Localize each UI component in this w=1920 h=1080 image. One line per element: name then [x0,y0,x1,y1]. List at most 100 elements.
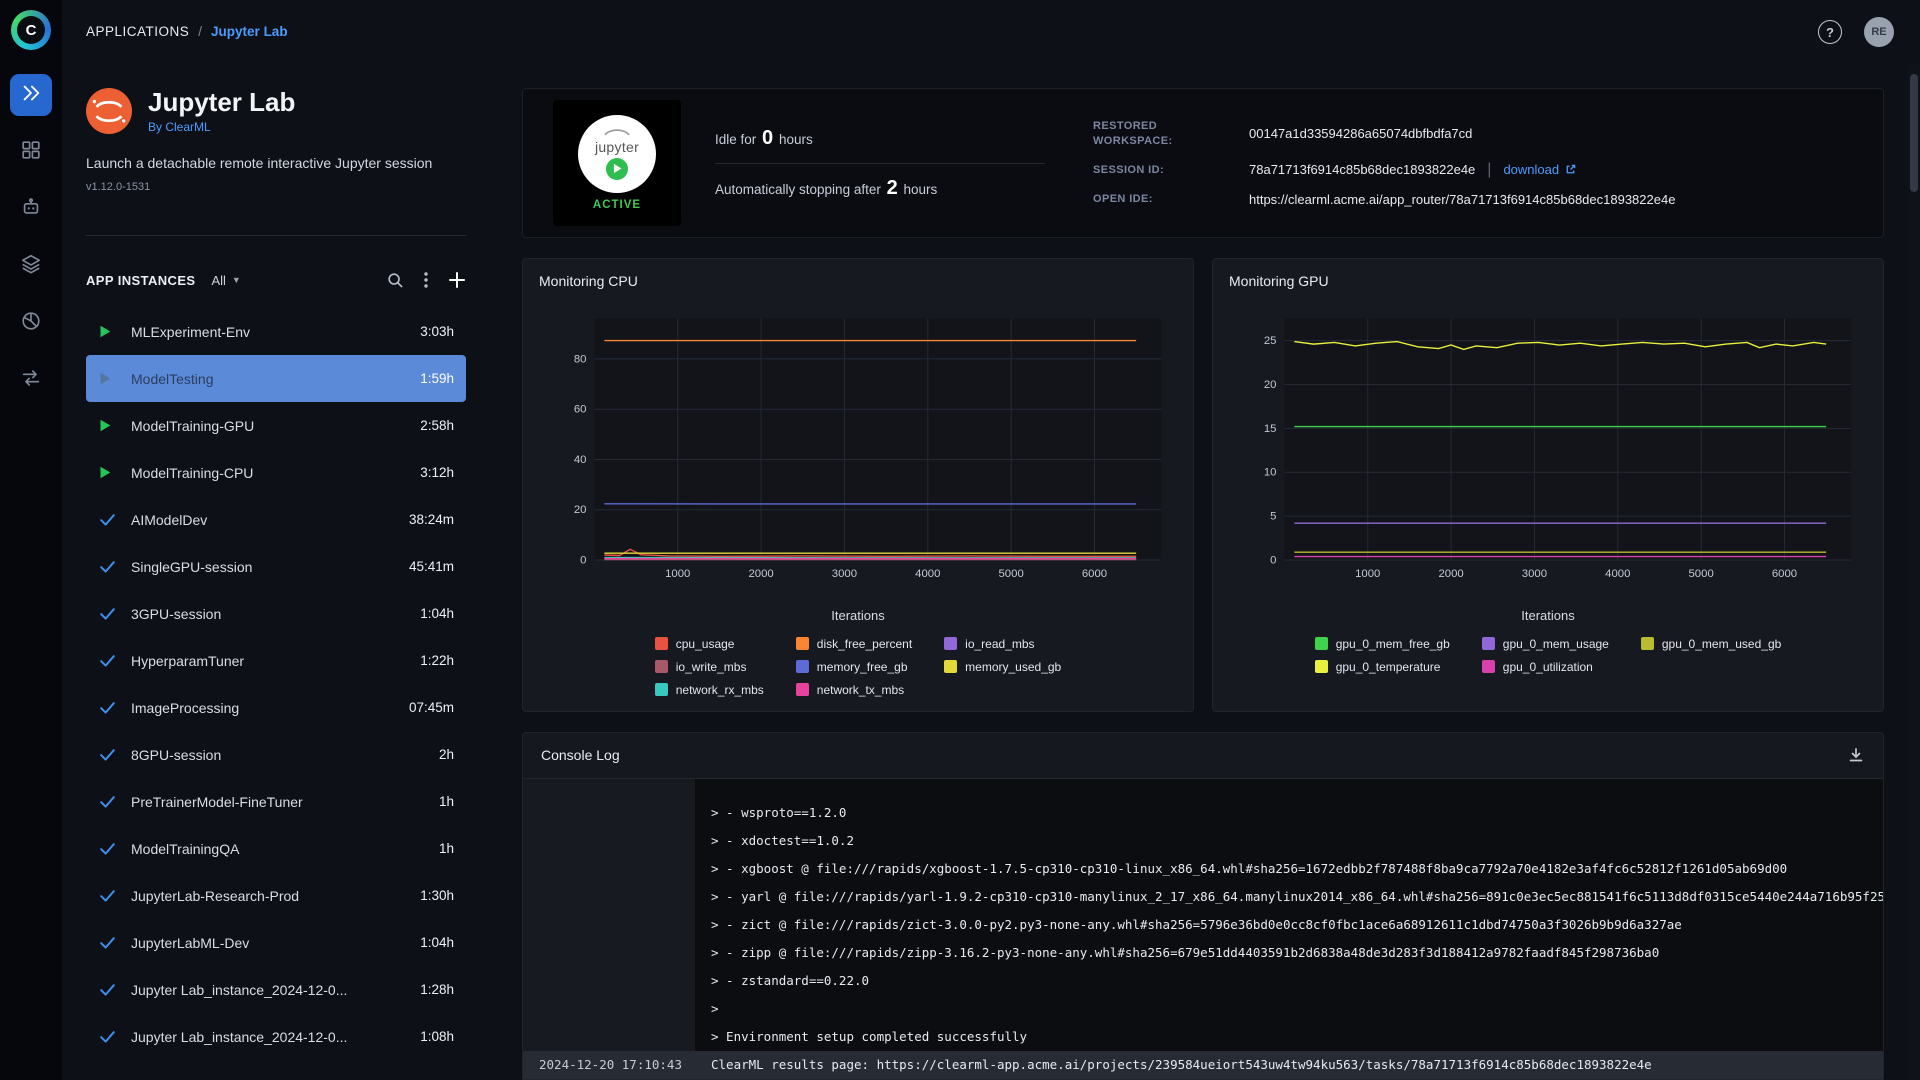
instances-filter-dropdown[interactable]: All ▼ [211,273,240,288]
page-scrollbar-thumb[interactable] [1910,74,1918,192]
active-play-icon [606,157,628,180]
log-text: > Environment setup completed successful… [711,1029,1028,1044]
legend-item[interactable]: cpu_usage [654,637,764,651]
status-field: RESTORED WORKSPACE: 00147a1d33594286a6507… [1093,119,1853,148]
instance-name: PreTrainerModel-FineTuner [131,793,303,810]
legend-item[interactable]: disk_free_percent [795,637,912,651]
status-field-label: OPEN IDE: [1093,193,1153,206]
instance-row[interactable]: ImageProcessing 07:45m [86,684,466,731]
download-link[interactable]: download [1503,162,1576,177]
legend-item[interactable]: network_tx_mbs [795,683,912,697]
avatar[interactable]: RE [1864,17,1894,47]
completed-check-icon [100,654,118,667]
console-log-line: > - zict @ file:///rapids/zict-3.0.0-py2… [523,911,1883,939]
log-timestamp [523,995,695,1023]
instance-row[interactable]: 8GPU-session 2h [86,731,466,778]
sidebar-item-datasets[interactable] [10,245,52,287]
idle-timer: Idle for 0 hours [715,127,1045,164]
svg-text:5: 5 [1270,511,1276,523]
log-timestamp [523,939,695,967]
instance-row[interactable]: JupyterLabML-Dev 1:04h [86,919,466,966]
idle-hours-value: 0 [762,126,774,149]
instance-row[interactable]: Jupyter Lab_instance_2024-12-0... 1:08h [86,1013,466,1060]
status-field-label: RESTORED WORKSPACE: [1093,120,1173,147]
clearml-logo[interactable]: C [11,10,51,50]
console-body[interactable]: > - wsproto==1.2.0 > - xdoctest==1.0.2 > -… [523,778,1883,1079]
instance-row[interactable]: ModelTraining-CPU 3:12h [86,449,466,496]
chart-xlabel: Iterations [831,607,885,623]
add-instance-button[interactable] [448,271,466,289]
legend-item[interactable]: io_write_mbs [654,659,764,674]
chart-title: Monitoring CPU [539,273,638,289]
svg-text:3000: 3000 [832,568,857,580]
instance-row[interactable]: PreTrainerModel-FineTuner 1h [86,778,466,825]
instance-duration: 07:45m [408,700,454,715]
breadcrumb-applications[interactable]: APPLICATIONS [86,24,190,39]
legend-item[interactable]: io_read_mbs [944,637,1061,651]
help-icon[interactable]: ? [1818,20,1842,44]
autostop-prefix: Automatically stopping after [715,181,881,197]
legend-item[interactable]: gpu_0_mem_used_gb [1640,637,1781,651]
legend-item[interactable]: memory_free_gb [795,659,912,674]
legend-label: memory_free_gb [816,659,908,674]
instance-row[interactable]: SingleGPU-session 45:41m [86,543,466,590]
projects-grid-icon [20,139,42,166]
instance-row[interactable]: Jupyter Lab_instance_2024-12-0... 1:28h [86,966,466,1013]
chart-plot-area[interactable]: 1000 2000 3000 4000 5000 6000 0 5 10 15 20 25 [1229,291,1867,606]
console-log-line: > - xdoctest==1.0.2 [523,827,1883,855]
log-timestamp [523,911,695,939]
svg-text:10: 10 [1264,467,1277,479]
chart-plot-area[interactable]: 1000 2000 3000 4000 5000 6000 0 20 40 60 80 [539,291,1177,606]
legend-item[interactable]: gpu_0_mem_free_gb [1314,637,1450,651]
legend-swatch [795,637,809,651]
byline-link[interactable]: By ClearML [148,119,211,134]
download-log-icon[interactable] [1847,746,1865,764]
clearml-logo-letter: C [17,16,45,44]
legend-label: memory_used_gb [965,659,1062,674]
instance-row[interactable]: ModelTesting 1:59h [86,355,466,402]
instance-row[interactable]: HyperparamTuner 1:22h [86,637,466,684]
console-log-line: 2024-12-20 17:10:43 ClearML results page:… [523,1051,1883,1079]
instance-name: Jupyter Lab_instance_2024-12-0... [131,981,348,998]
instance-row[interactable]: ModelTrainingQA 1h [86,825,466,872]
legend-item[interactable]: network_rx_mbs [654,682,764,697]
line-chart[interactable]: 1000 2000 3000 4000 5000 6000 0 5 10 15 20 25 [1229,291,1867,606]
kebab-menu-icon[interactable] [424,272,428,288]
instance-duration: 1:30h [420,888,454,903]
chart-legend: cpu_usage disk_free_percent io_read_mbs io_… [539,637,1177,697]
legend-item[interactable]: gpu_0_utilization [1481,660,1609,674]
search-icon[interactable] [387,272,404,289]
instance-row[interactable]: 3GPU-session 1:04h [86,590,466,637]
chart-xlabel: Iterations [1521,607,1575,623]
instance-row[interactable]: AIModelDev 38:24m [86,496,466,543]
session-timers: Idle for 0 hours Automatically stopping … [715,127,1045,200]
instance-name: 8GPU-session [131,746,222,763]
svg-text:6000: 6000 [1772,568,1797,580]
sidebar-item-reports[interactable] [10,302,52,344]
log-timestamp [523,883,695,911]
instance-row[interactable]: ModelTraining-GPU 2:58h [86,402,466,449]
legend-item[interactable]: gpu_0_mem_usage [1481,636,1609,651]
legend-label: network_rx_mbs [675,682,764,697]
sidebar-item-workers-queues[interactable] [10,359,52,401]
legend-item[interactable]: memory_used_gb [944,660,1061,674]
console-header: Console Log [523,733,1883,779]
running-play-icon [100,325,118,338]
instance-row[interactable]: JupyterLab-Research-Prod 1:30h [86,872,466,919]
svg-text:6000: 6000 [1082,568,1107,580]
line-chart[interactable]: 1000 2000 3000 4000 5000 6000 0 20 40 60 80 [539,291,1177,606]
running-play-icon [100,372,118,385]
autostop-hours-value: 2 [886,176,898,199]
instance-row[interactable]: MLExperiment-Env 3:03h [86,308,466,355]
sidebar-item-automation[interactable] [10,188,52,230]
instance-duration: 1:22h [420,653,454,668]
legend-label: gpu_0_mem_usage [1502,636,1609,651]
instance-name: JupyterLab-Research-Prod [131,887,300,904]
status-field: SESSION ID: 78a71713f6914c85b68dec1893822… [1093,161,1853,179]
sidebar-item-applications[interactable] [10,74,52,116]
detail-panel: jupyter ACTIVE Idle for 0 hours [522,88,1884,1080]
legend-label: io_write_mbs [675,659,747,674]
console-log-card: Console Log > - wsproto==1.2.0 > - xdocte… [522,731,1884,1080]
sidebar-item-projects[interactable] [10,131,52,173]
legend-item[interactable]: gpu_0_temperature [1314,660,1450,674]
